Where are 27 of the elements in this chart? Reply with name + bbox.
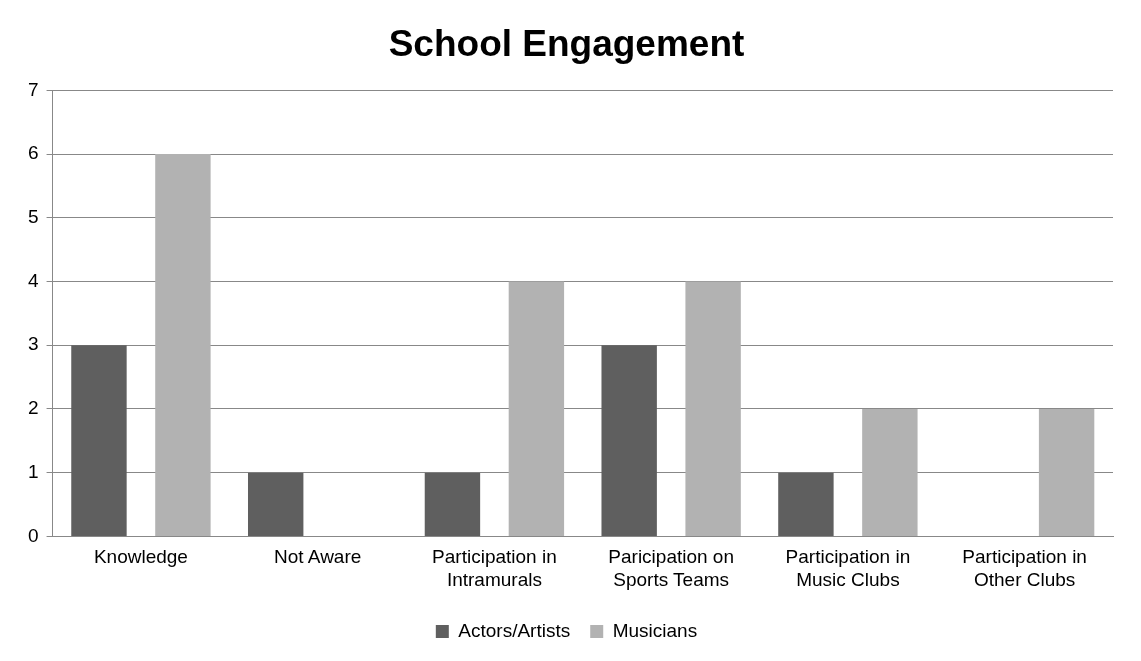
y-tick-label: 0 [27, 524, 39, 546]
x-tick-label: Paricipation on Sports Teams [608, 546, 734, 590]
bar [778, 472, 834, 536]
y-tick-label: 4 [27, 269, 39, 291]
bar [424, 472, 481, 536]
chart-title: School Engagement [388, 23, 745, 65]
y-tick-label: 1 [27, 460, 39, 482]
bar [71, 345, 127, 536]
bar [248, 472, 304, 536]
bar [155, 154, 211, 536]
bar [1038, 408, 1095, 536]
y-tick-label: 6 [27, 142, 39, 164]
bar [601, 345, 657, 536]
legend-label: Actors/Artists [458, 619, 571, 641]
bar [685, 281, 741, 536]
bar [508, 281, 565, 536]
x-tick-label: Participation in Other Clubs [962, 546, 1087, 590]
bar [862, 408, 918, 536]
x-tick-label: Knowledge [93, 546, 188, 568]
y-tick-label: 2 [27, 397, 39, 419]
y-tick-label: 3 [27, 333, 39, 355]
x-tick-label: Participation in Music Clubs [785, 546, 911, 590]
x-tick-label: Participation in Intramurals [432, 546, 557, 590]
x-tick-label: Not Aware [274, 546, 362, 568]
y-tick-label: 7 [27, 78, 39, 100]
y-tick-label: 5 [27, 206, 39, 228]
legend-label: Musicians [612, 619, 698, 641]
